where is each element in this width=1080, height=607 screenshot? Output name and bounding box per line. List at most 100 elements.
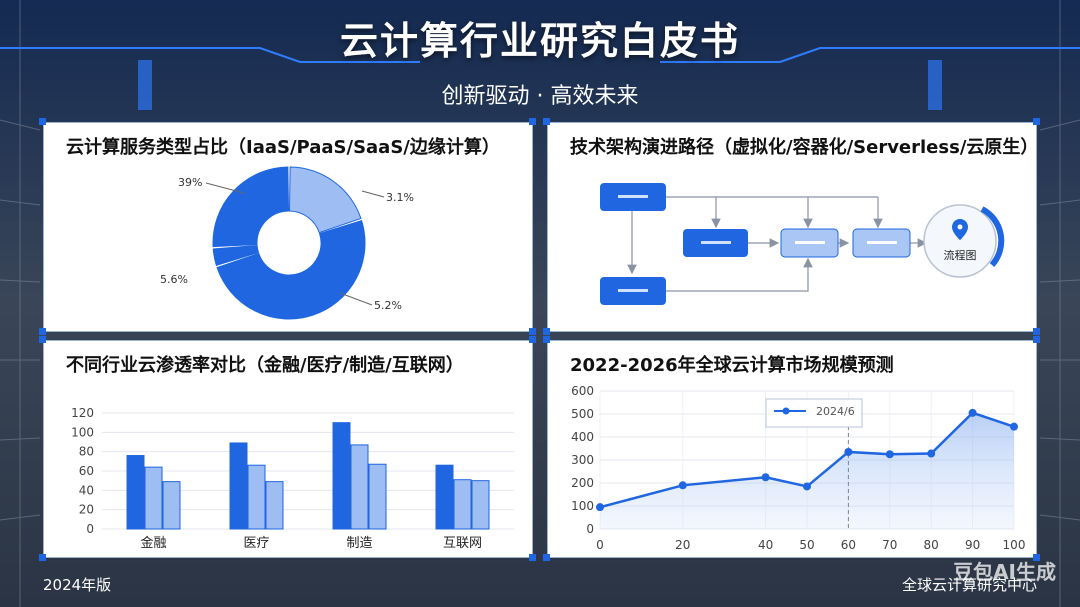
- bar-category-label: 医疗: [243, 536, 269, 551]
- panel-resize-handle[interactable]: [1033, 328, 1040, 335]
- flow-node-serverless: [852, 228, 911, 258]
- line-x-tick-label: 70: [882, 538, 897, 552]
- line-point: [761, 473, 770, 482]
- bar: [265, 481, 284, 530]
- bar: [471, 480, 490, 530]
- page-subtitle: 创新驱动 · 高效未来: [441, 84, 639, 109]
- panel-resize-handle[interactable]: [529, 554, 536, 561]
- line-legend-box: [765, 398, 863, 428]
- line-x-tick-label: 60: [841, 538, 856, 552]
- pie-leader-line: [339, 292, 373, 306]
- bar-category-label: 互联网: [443, 536, 482, 551]
- line-x-tick-label: 20: [675, 538, 690, 552]
- line-legend-label: 2024/6: [816, 405, 855, 418]
- line-y-tick-label: 400: [571, 430, 594, 444]
- panel-resize-handle[interactable]: [543, 554, 550, 561]
- bar: [144, 466, 163, 530]
- line-x-tick-label: 0: [596, 538, 604, 552]
- line-y-tick-label: 200: [571, 476, 594, 490]
- bar: [247, 464, 266, 530]
- pie-slice-label: 5.6%: [160, 273, 188, 286]
- bar-y-tick-label: 120: [71, 406, 94, 420]
- line-y-tick-label: 300: [571, 453, 594, 467]
- panel-resize-handle[interactable]: [1033, 336, 1040, 343]
- line-y-tick-label: 500: [571, 407, 594, 421]
- line-x-tick-label: 50: [799, 538, 814, 552]
- line-chart: 0 100 200 300 400 500 600 0 20 40 50 60 70 80 90 100 202…: [571, 384, 1026, 552]
- bar: [350, 444, 369, 530]
- bar-y-tick-label: 20: [79, 503, 94, 517]
- line-y-tick-label: 100: [571, 499, 594, 513]
- flow-diagram-panel: 技术架构演进路径（虚拟化/容器化/Serverless/云原生）: [547, 122, 1039, 332]
- line-point: [927, 449, 936, 458]
- panel-resize-handle[interactable]: [39, 554, 46, 561]
- line-point: [844, 447, 853, 456]
- bar-y-tick-label: 40: [79, 483, 94, 497]
- panel-resize-handle[interactable]: [543, 118, 550, 125]
- legend-dot-swatch: [782, 407, 790, 415]
- line-area-fill: [600, 412, 1014, 529]
- panel-resize-handle[interactable]: [543, 328, 550, 335]
- line-x-tick-label: 40: [758, 538, 773, 552]
- panel-resize-handle[interactable]: [529, 336, 536, 343]
- line-point: [1010, 422, 1018, 431]
- line-point: [885, 450, 894, 459]
- pie-slice: [288, 166, 362, 234]
- flow-node-container: [780, 228, 839, 258]
- bar-y-tick-label: 80: [79, 445, 94, 459]
- line-x-tick-label: 80: [924, 538, 939, 552]
- bar: [229, 442, 248, 530]
- flow-node-lower: [600, 277, 666, 305]
- panel-resize-handle[interactable]: [1033, 118, 1040, 125]
- line-chart-panel: 2022-2026年全球云计算市场规模预测 0 100 200 300 400 500 60…: [547, 340, 1037, 558]
- flow-diagram: 流程图: [600, 183, 1005, 305]
- line-point: [803, 482, 811, 491]
- bar-chart-panel: 不同行业云渗透率对比（金融/医疗/制造/互联网） 0 20 40 60 80 100 120…: [43, 340, 533, 558]
- panel-resize-handle[interactable]: [529, 118, 536, 125]
- bar-category-label: 制造: [346, 536, 372, 551]
- bar-chart: 0 20 40 60 80 100 120 金融 医疗 制造 互联网: [71, 406, 514, 551]
- line-y-tick-label: 0: [586, 522, 594, 536]
- panel-resize-handle[interactable]: [39, 336, 46, 343]
- bar: [162, 481, 181, 530]
- bar: [435, 464, 454, 530]
- panel-resize-handle[interactable]: [39, 118, 46, 125]
- bar: [453, 479, 472, 530]
- panel-resize-handle[interactable]: [1033, 554, 1040, 561]
- bar-category-label: 金融: [140, 535, 166, 551]
- pie-chart-title: 云计算服务类型占比（IaaS/PaaS/SaaS/边缘计算）: [66, 137, 500, 158]
- pie-slice: [216, 219, 366, 320]
- line-y-tick-label: 600: [571, 384, 594, 398]
- pie-slice-label: 39%: [178, 176, 202, 189]
- bar-chart-title: 不同行业云渗透率对比（金融/医疗/制造/互联网）: [66, 355, 464, 376]
- flow-diagram-title: 技术架构演进路径（虚拟化/容器化/Serverless/云原生）: [570, 137, 1039, 158]
- footer-organization: 全球云计算研究中心: [901, 576, 1037, 594]
- line-chart-title: 2022-2026年全球云计算市场规模预测: [570, 355, 894, 376]
- flow-end-node: 流程图: [923, 204, 1005, 278]
- pie-leader-line: [205, 182, 245, 194]
- panel-resize-handle[interactable]: [543, 336, 550, 343]
- footer-edition: 2024年版: [43, 576, 112, 594]
- bar: [368, 463, 387, 530]
- panel-resize-handle[interactable]: [529, 328, 536, 335]
- bar: [332, 422, 351, 530]
- line-x-tick-label: 100: [1003, 538, 1026, 552]
- line-point: [596, 503, 604, 512]
- pie-leader-line: [361, 190, 385, 198]
- bar-y-tick-label: 0: [86, 522, 94, 536]
- pie-slice: [212, 244, 260, 267]
- flow-node-virtualization: [683, 229, 748, 257]
- panel-resize-handle[interactable]: [39, 328, 46, 335]
- line-point: [968, 408, 977, 417]
- pie-chart: 3.1% 5.2% 5.6% 39%: [160, 166, 414, 320]
- flow-node-start: [600, 183, 666, 211]
- page-title: 云计算行业研究白皮书: [339, 19, 740, 63]
- bar-y-tick-label: 60: [79, 464, 94, 478]
- line-point: [678, 481, 687, 490]
- watermark: 豆包AI生成: [953, 560, 1056, 584]
- pie-slice-label: 3.1%: [386, 191, 414, 204]
- bar-y-tick-label: 100: [71, 425, 94, 439]
- pie-slice-label: 5.2%: [374, 299, 402, 312]
- pie-slice: [212, 166, 290, 248]
- bar: [126, 455, 145, 530]
